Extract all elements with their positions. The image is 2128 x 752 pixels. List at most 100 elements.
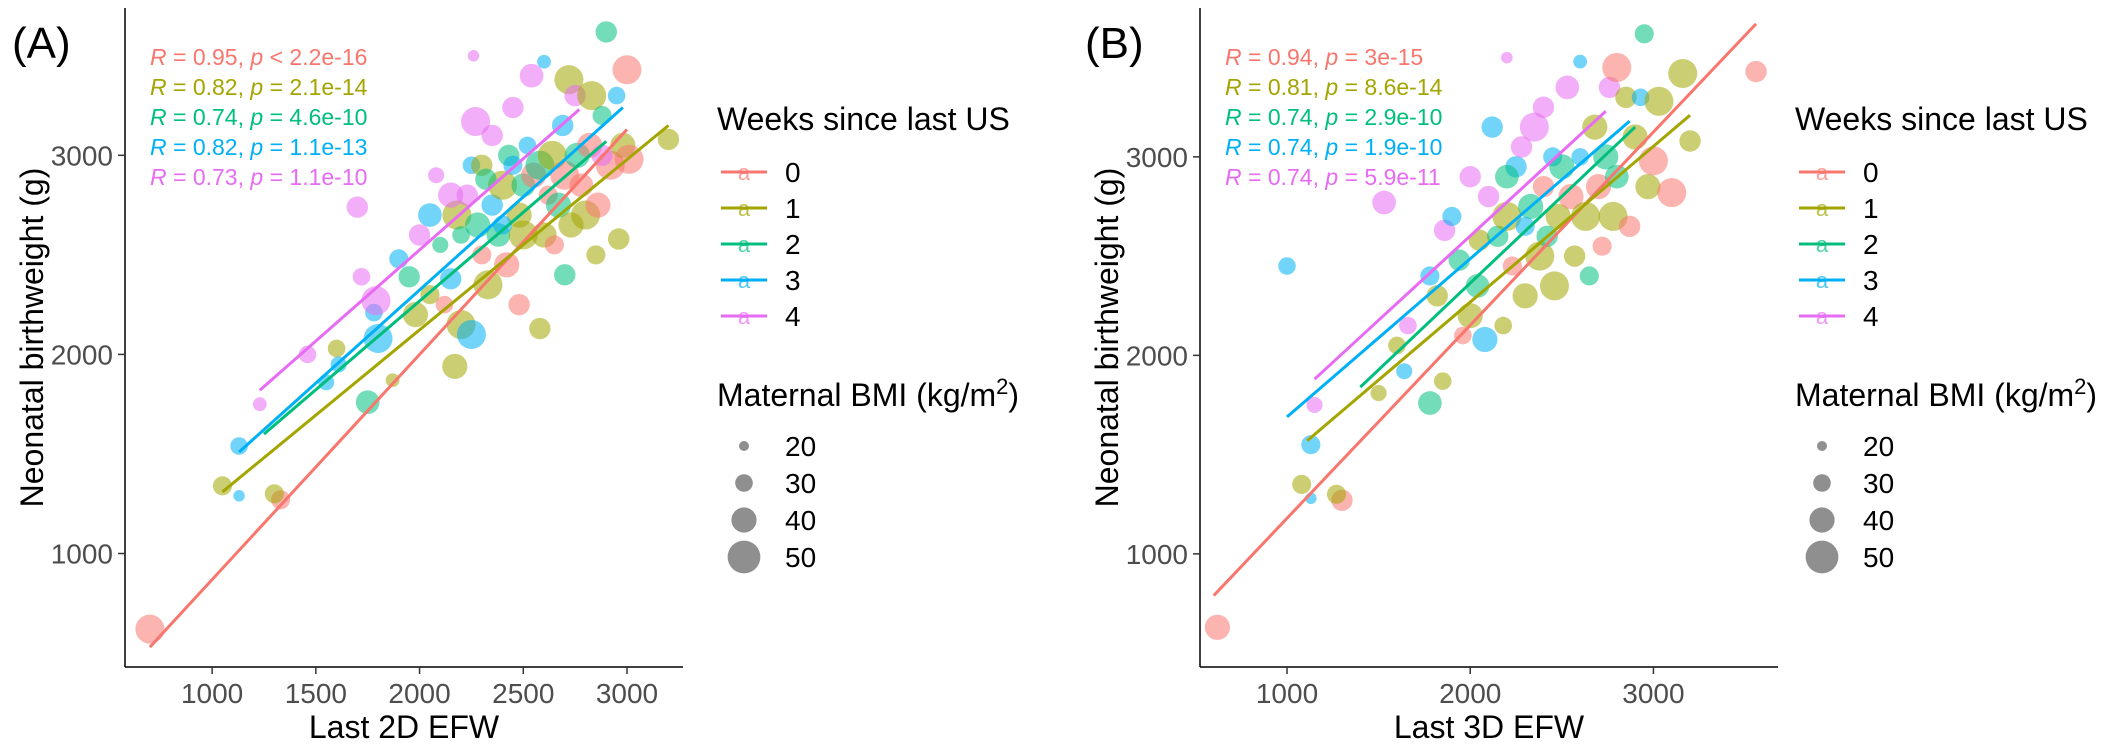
legend-color-label: 4 <box>1863 301 1879 332</box>
legend-size-key <box>1813 474 1831 492</box>
legend-b: Weeks since last US a 0 a 1 a 2 a 3 a 4 Maternal BM… <box>1795 101 2097 574</box>
legend-color-label: 0 <box>1863 157 1879 188</box>
data-point <box>481 124 503 147</box>
data-point <box>1657 178 1687 208</box>
data-point <box>1563 245 1586 267</box>
data-point <box>452 226 470 244</box>
data-point <box>1418 391 1442 415</box>
legend-size-key <box>1809 507 1835 533</box>
data-point <box>230 437 248 455</box>
stat-annotation-2: R = 0.74, p = 2.9e-10 <box>1225 104 1442 130</box>
data-point <box>398 266 420 288</box>
legend-size-key <box>735 474 753 492</box>
data-point <box>212 476 233 496</box>
legend-size-label: 40 <box>785 505 816 536</box>
data-point <box>1615 86 1637 109</box>
legend-key-glyph: a <box>1816 160 1829 185</box>
x-tick-label: 3000 <box>596 678 658 709</box>
panel-b: (B) 1000 2000 3000 1000 2000 3000 Last 3D EFW Ne… <box>1085 8 1778 745</box>
y-tick-label: 3000 <box>1126 142 1188 173</box>
y-tick-label: 3000 <box>51 140 113 171</box>
data-point <box>607 86 626 105</box>
data-point <box>1635 174 1661 200</box>
stat-annotation-0: R = 0.94, p = 3e-15 <box>1225 44 1423 70</box>
legend-size-label: 20 <box>1863 431 1894 462</box>
legend-size-title: Maternal BMI (kg/m2) <box>1795 374 2097 413</box>
data-point <box>1745 60 1767 83</box>
legend-size-key <box>727 540 761 574</box>
legend-size-key <box>739 441 749 451</box>
data-point <box>456 320 486 350</box>
x-axis-title: Last 2D EFW <box>309 709 500 745</box>
legend-key-glyph: a <box>738 232 751 257</box>
data-point <box>252 397 267 412</box>
data-point <box>1539 271 1569 301</box>
data-point <box>439 268 462 290</box>
data-point <box>1573 54 1588 69</box>
data-point <box>508 220 538 250</box>
stat-annotation-1: R = 0.81, p = 8.6e-14 <box>1225 74 1443 100</box>
fit-line-1 <box>221 124 670 493</box>
legend-size-key <box>1817 441 1827 451</box>
legend-a: Weeks since last US a 0 a 1 a 2 a 3 a 4 Maternal BM… <box>717 101 1019 574</box>
data-point <box>1301 435 1321 455</box>
data-point <box>1585 174 1612 200</box>
x-tick-label: 3000 <box>1622 678 1684 709</box>
data-point <box>1472 326 1498 353</box>
legend-size-label: 50 <box>1863 542 1894 573</box>
x-axis-title: Last 3D EFW <box>1394 709 1585 745</box>
data-point <box>1598 76 1621 99</box>
data-point <box>473 270 503 300</box>
data-point <box>508 293 530 316</box>
legend-key-glyph: a <box>1816 196 1829 221</box>
stat-annotation-3: R = 0.74, p = 1.9e-10 <box>1225 134 1442 160</box>
legend-color-label: 2 <box>785 229 801 260</box>
data-point <box>1501 51 1513 64</box>
stat-annotation-0: R = 0.95, p < 2.2e-16 <box>150 44 367 70</box>
legend-size-label: 50 <box>785 542 816 573</box>
fit-line-2 <box>263 140 608 436</box>
y-axis-title: Neonatal birthweight (g) <box>14 168 50 508</box>
data-point <box>1481 116 1503 138</box>
data-point <box>1634 24 1654 44</box>
panel-a: (A) 1000 1500 2000 2500 3000 1000 2000 3000 Last … <box>12 8 683 745</box>
fit-line-4 <box>1313 110 1607 381</box>
data-point <box>1396 363 1413 380</box>
legend-size-key <box>731 507 757 533</box>
data-point <box>389 249 409 269</box>
data-point <box>1679 130 1701 152</box>
x-tick-label: 1500 <box>285 678 347 709</box>
data-point <box>1519 112 1549 142</box>
legend-color-label: 1 <box>785 193 801 224</box>
data-point <box>461 106 491 136</box>
legend-key-glyph: a <box>738 160 751 185</box>
legend-key-glyph: a <box>738 304 751 329</box>
x-tick-label: 1000 <box>181 678 243 709</box>
data-point <box>612 55 642 85</box>
data-point <box>361 286 391 316</box>
fit-line-3 <box>238 106 624 454</box>
legend-size-title: Maternal BMI (kg/m2) <box>717 374 1019 413</box>
data-point <box>529 317 551 340</box>
legend-color-label: 0 <box>785 157 801 188</box>
data-point <box>1638 146 1668 176</box>
stat-annotation-4: R = 0.74, p = 5.9e-11 <box>1225 164 1441 190</box>
data-point <box>481 194 503 216</box>
data-point <box>327 339 346 358</box>
data-point <box>585 192 611 218</box>
data-point <box>418 203 442 227</box>
legend-size-label: 30 <box>785 468 816 499</box>
data-point <box>1292 474 1312 494</box>
data-point <box>1459 166 1481 188</box>
x-tick-label: 2000 <box>388 678 450 709</box>
data-point <box>385 373 400 388</box>
fit-line-0 <box>148 128 629 649</box>
fit-line-2 <box>1359 126 1637 389</box>
data-point <box>1306 396 1323 414</box>
data-point <box>1582 114 1608 140</box>
fit-line-4 <box>258 108 581 392</box>
data-point <box>657 128 680 151</box>
fit-line-0 <box>1212 22 1758 597</box>
data-point <box>467 50 480 62</box>
data-point <box>1433 372 1452 390</box>
